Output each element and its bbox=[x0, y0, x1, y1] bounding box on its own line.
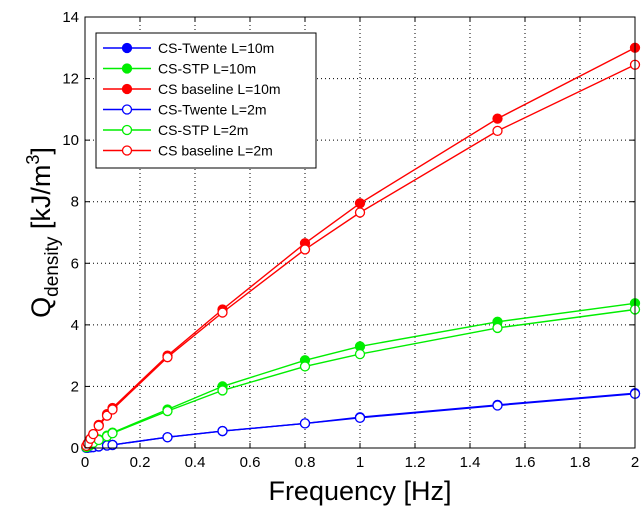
series-4 bbox=[81, 388, 641, 453]
data-point bbox=[299, 244, 311, 255]
y-tick-label: 6 bbox=[71, 255, 79, 272]
data-point bbox=[217, 307, 228, 318]
legend-item: CS baseline L=2m bbox=[103, 143, 273, 159]
legend-item: CS-Twente L=2m bbox=[103, 102, 267, 118]
legend-item: CS-Twente L=10m bbox=[103, 40, 274, 56]
data-point bbox=[107, 404, 118, 415]
y-tick-label: 8 bbox=[71, 194, 79, 211]
series-line bbox=[86, 308, 636, 448]
data-point bbox=[492, 125, 503, 137]
data-point bbox=[217, 385, 228, 396]
series-6 bbox=[81, 59, 641, 451]
data-point bbox=[354, 198, 366, 209]
y-axis-label-unit-superscript: 3 bbox=[23, 155, 43, 165]
y-axis-label-main: Q bbox=[26, 297, 56, 318]
y-axis-label-unit-suffix: ] bbox=[26, 147, 56, 155]
legend-item: CS-STP L=2m bbox=[103, 122, 248, 138]
series-layer bbox=[81, 42, 641, 453]
data-point bbox=[88, 428, 99, 440]
legend-marker bbox=[121, 145, 133, 156]
data-point bbox=[299, 418, 311, 429]
data-point bbox=[162, 352, 173, 363]
data-point bbox=[107, 428, 118, 439]
legend-marker bbox=[121, 124, 133, 136]
axis-ticks: 0 0.2 0.4 0.6 0.8 1 1.2 1.4 1.6 1.8 2 0 2 4 6 8 10 12 14 bbox=[62, 9, 639, 471]
x-tick-label: 1.6 bbox=[515, 454, 536, 471]
x-tick-label: 0.2 bbox=[130, 454, 151, 471]
legend-box bbox=[95, 32, 317, 169]
data-point bbox=[107, 439, 118, 451]
legend-marker bbox=[121, 104, 133, 115]
legend: CS-Twente L=10m CS-STP L=10m CS baseline L… bbox=[95, 32, 317, 169]
data-point bbox=[162, 432, 173, 443]
y-tick-label: 12 bbox=[62, 71, 79, 88]
x-tick-label: 1 bbox=[356, 454, 364, 471]
x-tick-label: 2 bbox=[631, 454, 639, 471]
y-tick-label: 2 bbox=[71, 378, 79, 395]
legend-label: CS-STP L=10m bbox=[158, 61, 256, 77]
series-line bbox=[86, 302, 636, 448]
x-tick-label: 0 bbox=[81, 454, 89, 471]
data-point bbox=[354, 412, 366, 423]
legend-label: CS-Twente L=10m bbox=[158, 40, 274, 56]
y-tick-label: 0 bbox=[71, 440, 79, 457]
y-axis-label-unit: [kJ/m bbox=[26, 165, 56, 237]
legend-marker bbox=[121, 42, 133, 54]
data-point bbox=[492, 400, 503, 411]
legend-marker bbox=[121, 63, 133, 74]
y-tick-label: 14 bbox=[62, 9, 79, 26]
legend-item: CS-STP L=10m bbox=[103, 61, 256, 77]
legend-label: CS-STP L=2m bbox=[158, 122, 248, 138]
x-tick-label: 1.2 bbox=[405, 454, 426, 471]
series-5 bbox=[81, 304, 641, 453]
legend-label: CS baseline L=10m bbox=[158, 81, 281, 97]
data-point bbox=[354, 207, 366, 218]
series-2 bbox=[81, 298, 641, 453]
data-point bbox=[162, 405, 173, 417]
legend-marker bbox=[121, 83, 133, 95]
legend-label: CS-Twente L=2m bbox=[158, 102, 267, 118]
data-point bbox=[93, 420, 104, 431]
legend-item: CS baseline L=10m bbox=[103, 81, 281, 97]
x-tick-label: 1.8 bbox=[570, 454, 591, 471]
data-point bbox=[492, 322, 503, 334]
x-tick-label: 0.6 bbox=[240, 454, 261, 471]
y-axis-label-subscript: density bbox=[42, 236, 63, 297]
y-tick-label: 4 bbox=[71, 317, 79, 334]
x-tick-label: 0.8 bbox=[295, 454, 316, 471]
data-point bbox=[354, 348, 366, 360]
data-point bbox=[299, 361, 311, 372]
x-axis-label: Frequency [Hz] bbox=[268, 476, 451, 506]
x-tick-label: 0.4 bbox=[185, 454, 206, 471]
x-tick-label: 1.4 bbox=[460, 454, 481, 471]
data-point bbox=[492, 113, 503, 124]
y-tick-label: 10 bbox=[62, 132, 79, 149]
y-axis-label: Qdensity [kJ/m3] bbox=[23, 147, 63, 318]
data-point bbox=[217, 425, 228, 437]
legend-label: CS baseline L=2m bbox=[158, 143, 273, 159]
